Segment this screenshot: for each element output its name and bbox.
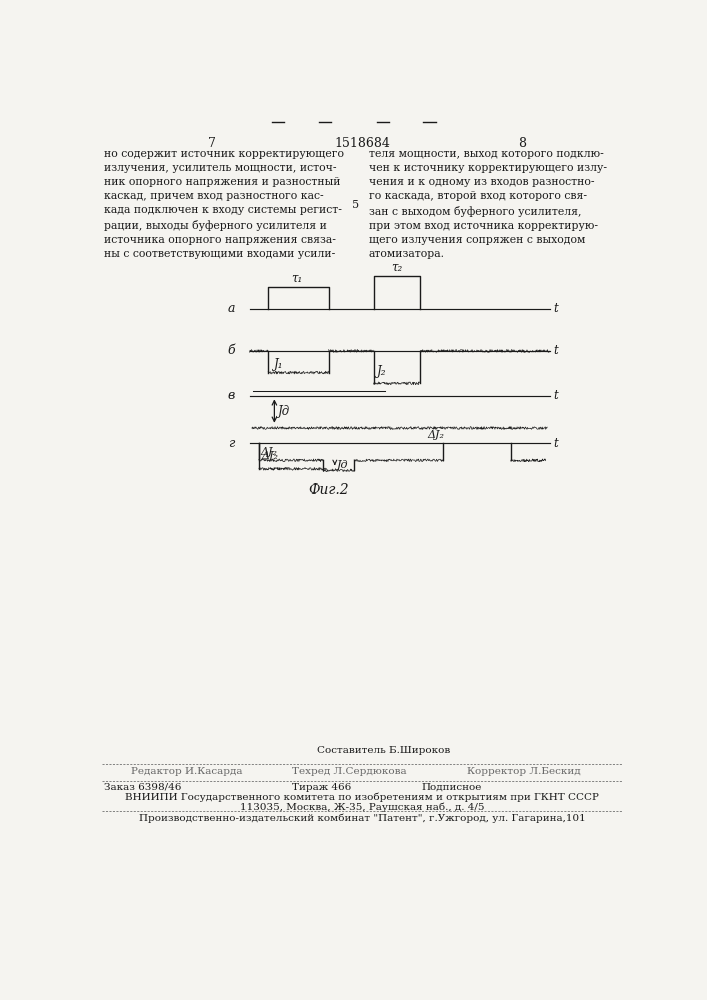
Text: г: г	[228, 437, 235, 450]
Text: 113035, Москва, Ж-35, Раушская наб., д. 4/5: 113035, Москва, Ж-35, Раушская наб., д. …	[240, 802, 484, 812]
Text: но содержит источник корректирующего
излучения, усилитель мощности, источ-
ник о: но содержит источник корректирующего изл…	[104, 149, 344, 259]
Text: 1518684: 1518684	[334, 137, 390, 150]
Text: Корректор Л.Бескид: Корректор Л.Бескид	[467, 767, 580, 776]
Text: t: t	[554, 302, 558, 315]
Text: Фиг.2: Фиг.2	[308, 483, 349, 497]
Text: Производственно-издательский комбинат "Патент", г.Ужгород, ул. Гагарина,101: Производственно-издательский комбинат "П…	[139, 814, 585, 823]
Text: Техред Л.Сердюкова: Техред Л.Сердюкова	[292, 767, 407, 776]
Text: J₂: J₂	[378, 365, 387, 378]
Text: б: б	[227, 344, 235, 358]
Text: ΔJ₂: ΔJ₂	[261, 451, 278, 461]
Text: Подписное: Подписное	[421, 783, 482, 792]
Text: ΔJ₂: ΔJ₂	[260, 447, 277, 457]
Text: 7: 7	[209, 137, 216, 150]
Text: t: t	[554, 344, 558, 358]
Text: теля мощности, выход которого подклю-
чен к источнику корректирующего излу-
чени: теля мощности, выход которого подклю- че…	[369, 149, 607, 259]
Text: ΔJ₂: ΔJ₂	[428, 430, 445, 440]
Text: Составитель Б.Широков: Составитель Б.Широков	[317, 746, 450, 755]
Text: Jд: Jд	[337, 460, 349, 470]
Text: в: в	[228, 389, 235, 402]
Text: 8: 8	[518, 137, 527, 150]
Text: Редактор И.Касарда: Редактор И.Касарда	[131, 767, 243, 776]
Text: Jд: Jд	[279, 405, 291, 418]
Text: а: а	[228, 302, 235, 315]
Text: Тираж 466: Тираж 466	[292, 783, 351, 792]
Text: τ₁: τ₁	[291, 272, 303, 285]
Text: Заказ 6398/46: Заказ 6398/46	[104, 783, 181, 792]
Text: τ₂: τ₂	[391, 261, 402, 274]
Text: J₁: J₁	[274, 358, 283, 371]
Text: ВНИИПИ Государственного комитета по изобретениям и открытиям при ГКНТ СССР: ВНИИПИ Государственного комитета по изоб…	[125, 793, 599, 802]
Text: t: t	[554, 389, 558, 402]
Text: t: t	[554, 437, 558, 450]
Text: 5: 5	[352, 200, 359, 210]
